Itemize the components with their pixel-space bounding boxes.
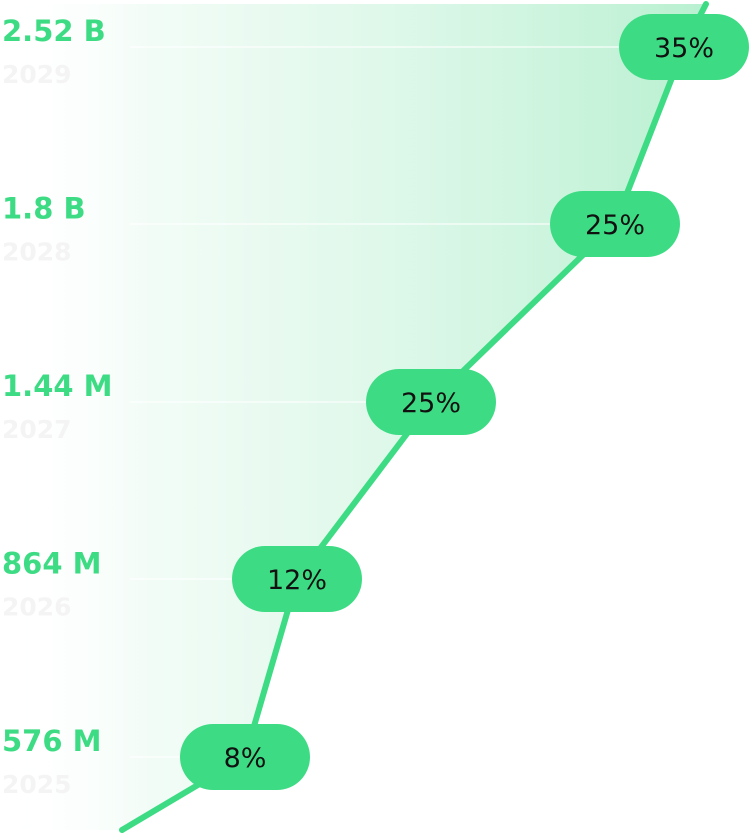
growth-pill-label: 12% [267, 565, 327, 596]
growth-pill: 35% [619, 14, 749, 80]
growth-pill-bg [232, 546, 362, 612]
growth-pill-bg [180, 724, 310, 790]
grid-lines [130, 46, 644, 758]
growth-pill-label: 8% [224, 743, 267, 774]
growth-pill-label: 25% [585, 210, 645, 241]
growth-pill: 25% [550, 191, 680, 257]
growth-pills: 8% 12% 25% 25% 35% [180, 14, 749, 790]
year-label: 2026 [2, 593, 72, 622]
value-label: 1.8 B [2, 192, 86, 226]
growth-pill-bg [619, 14, 749, 80]
growth-pill: 25% [366, 369, 496, 435]
value-label: 1.44 M [2, 369, 113, 403]
y-axis-labels: 2.52 B 2029 1.8 B 2028 1.44 M 2027 864 M 2026 57… [2, 14, 113, 799]
value-label: 2.52 B [2, 14, 106, 48]
year-label: 2029 [2, 60, 72, 89]
growth-pill: 12% [232, 546, 362, 612]
year-label: 2028 [2, 238, 72, 267]
value-label: 576 M [2, 724, 102, 758]
growth-area [0, 4, 706, 830]
year-label: 2027 [2, 415, 72, 444]
growth-pill-bg [366, 369, 496, 435]
growth-pill-label: 25% [401, 388, 461, 419]
growth-pill: 8% [180, 724, 310, 790]
value-label: 864 M [2, 547, 102, 581]
growth-pill-bg [550, 191, 680, 257]
growth-pill-label: 35% [654, 33, 714, 64]
year-label: 2025 [2, 770, 72, 799]
